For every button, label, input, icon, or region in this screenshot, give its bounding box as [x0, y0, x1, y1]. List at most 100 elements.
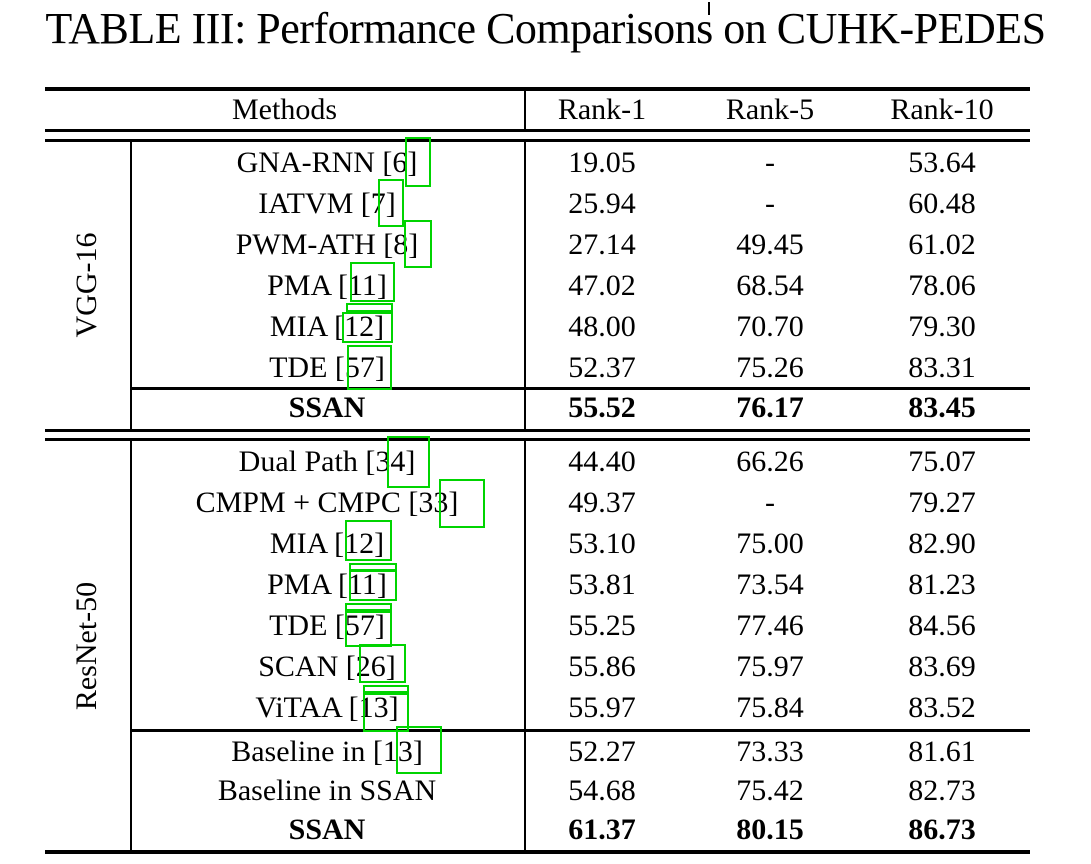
rank1-cell: 27.14: [568, 228, 636, 261]
rank1-cell: 55.52: [568, 391, 636, 424]
method-cell: SSAN: [288, 813, 366, 846]
rank10-cell: 83.52: [908, 691, 976, 724]
rank5-cell: 75.84: [736, 691, 804, 724]
header-rank10: Rank-10: [890, 93, 994, 126]
stray-mark: [708, 2, 710, 15]
rule-resnet-baseline: [130, 729, 1030, 732]
rule-bottom: [45, 850, 1030, 854]
table-row: PMA [11] 47.02 68.54 78.06: [0, 265, 1091, 306]
rank10-cell: 75.07: [908, 445, 976, 478]
rank5-cell: 80.15: [736, 813, 804, 846]
rule-vgg-ssan: [130, 387, 1030, 390]
vrule-columns-vgg: [524, 142, 526, 429]
citation-link-box[interactable]: [378, 179, 404, 227]
citation-link-box[interactable]: [359, 644, 406, 683]
table-caption: TABLE III: Performance Comparisons on CU…: [45, 4, 1046, 53]
method-cell: ViTAA [13]: [255, 691, 399, 724]
table-row: MIA [12] 48.00 70.70 79.30: [0, 306, 1091, 347]
rank10-cell: 61.02: [908, 228, 976, 261]
table-row: Baseline in SSAN 54.68 75.42 82.73: [0, 771, 1091, 810]
rank10-cell: 83.45: [908, 391, 976, 424]
rank5-cell: 70.70: [736, 310, 804, 343]
rank5-cell: 75.97: [736, 650, 804, 683]
header-rank5: Rank-5: [725, 93, 815, 126]
method-cell: MIA [12]: [269, 527, 385, 560]
table-row: IATVM [7] 25.94 - 60.48: [0, 183, 1091, 224]
table-row: MIA [12] 53.10 75.00 82.90: [0, 523, 1091, 564]
citation-link-box-fragment[interactable]: [346, 303, 393, 312]
rank10-cell: 79.27: [908, 486, 976, 519]
method-cell: Baseline in [13]: [231, 735, 423, 768]
method-cell: TDE [57]: [269, 609, 385, 642]
citation-link-box[interactable]: [405, 137, 431, 187]
rank5-cell: 66.26: [736, 445, 804, 478]
rank10-cell: 82.90: [908, 527, 976, 560]
rule-top: [45, 87, 1030, 91]
header-methods: Methods: [232, 93, 337, 126]
citation-link-box[interactable]: [342, 312, 393, 343]
table-row: CMPM + CMPC [33] 49.37 - 79.27: [0, 482, 1091, 523]
rank1-cell: 52.37: [568, 351, 636, 384]
rank10-cell: 84.56: [908, 609, 976, 642]
rule-group-double-1: [45, 429, 1030, 432]
table-row: TDE [57] 55.25 77.46 84.56: [0, 605, 1091, 646]
table-row: Baseline in [13] 52.27 73.33 81.61: [0, 732, 1091, 771]
method-cell: SSAN: [288, 391, 366, 424]
table-row: TDE [57] 52.37 75.26 83.31: [0, 347, 1091, 388]
citation-link-box-fragment[interactable]: [345, 603, 392, 611]
rank10-cell: 81.61: [908, 735, 976, 768]
table-row: ViTAA [13] 55.97 75.84 83.52: [0, 687, 1091, 729]
rank5-cell: 73.33: [736, 735, 804, 768]
method-cell: PWM-ATH [8]: [235, 228, 419, 261]
rank1-cell: 19.05: [568, 146, 636, 179]
rank1-cell: 54.68: [568, 774, 636, 807]
rank1-cell: 53.81: [568, 568, 636, 601]
table-row: PWM-ATH [8] 27.14 49.45 61.02: [0, 224, 1091, 265]
citation-link-box[interactable]: [347, 345, 392, 390]
citation-link-box[interactable]: [350, 262, 395, 302]
rank1-cell: 48.00: [568, 310, 636, 343]
method-cell: PMA [11]: [267, 269, 387, 302]
citation-link-box[interactable]: [396, 726, 442, 774]
citation-link-box[interactable]: [349, 570, 397, 601]
rank5-cell: -: [765, 486, 775, 519]
method-cell: Baseline in SSAN: [217, 774, 437, 807]
rank1-cell: 55.97: [568, 691, 636, 724]
vrule-columns-header: [524, 91, 526, 129]
rank5-cell: 49.45: [736, 228, 804, 261]
rank5-cell: 73.54: [736, 568, 804, 601]
rank5-cell: 75.42: [736, 774, 804, 807]
method-cell: TDE [57]: [269, 351, 385, 384]
rank1-cell: 25.94: [568, 187, 636, 220]
rank1-cell: 55.86: [568, 650, 636, 683]
method-cell: GNA-RNN [6]: [236, 146, 418, 179]
vrule-group-resnet: [130, 441, 132, 850]
citation-link-box[interactable]: [345, 520, 392, 561]
citation-link-box[interactable]: [387, 436, 430, 488]
rank1-cell: 47.02: [568, 269, 636, 302]
rank1-cell: 44.40: [568, 445, 636, 478]
header-row: Methods Rank-1 Rank-5 Rank-10: [0, 90, 1091, 129]
rank10-cell: 83.69: [908, 650, 976, 683]
citation-link-box[interactable]: [439, 479, 485, 528]
rule-header-double-1: [45, 129, 1030, 132]
rule-header-double-2: [45, 139, 1030, 142]
method-cell: MIA [12]: [269, 310, 385, 343]
rank10-cell: 81.23: [908, 568, 976, 601]
citation-link-box[interactable]: [345, 611, 392, 647]
rank5-cell: 75.26: [736, 351, 804, 384]
rank10-cell: 53.64: [908, 146, 976, 179]
citation-link-box[interactable]: [404, 220, 432, 268]
citation-link-box[interactable]: [363, 693, 409, 732]
rank5-cell: -: [765, 146, 775, 179]
table-row: PMA [11] 53.81 73.54 81.23: [0, 564, 1091, 605]
rank5-cell: 68.54: [736, 269, 804, 302]
rank1-cell: 49.37: [568, 486, 636, 519]
rank1-cell: 52.27: [568, 735, 636, 768]
citation-link-box-fragment[interactable]: [363, 685, 409, 693]
vrule-columns-resnet: [524, 441, 526, 850]
rank10-cell: 78.06: [908, 269, 976, 302]
method-cell: Dual Path [34]: [238, 445, 416, 478]
rank10-cell: 79.30: [908, 310, 976, 343]
